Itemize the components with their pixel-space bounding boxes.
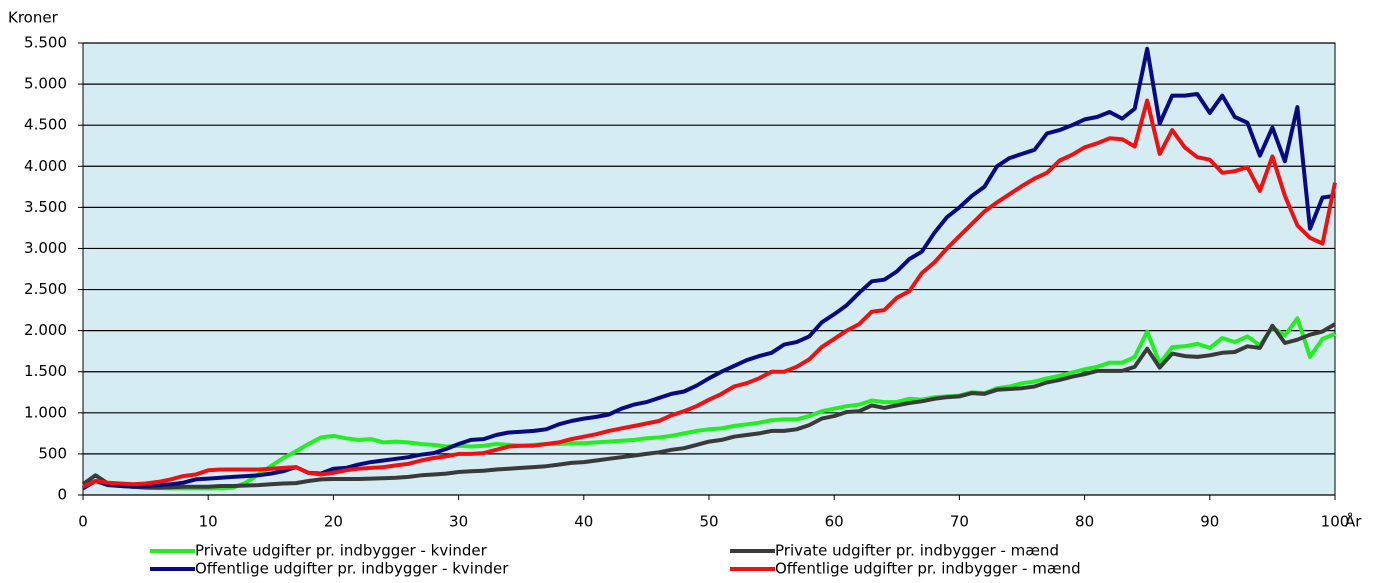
legend-label: Offentlige udgifter pr. indbygger - mænd xyxy=(775,560,1081,578)
y-tick-label: 1.500 xyxy=(24,362,67,380)
y-tick-label: 4.000 xyxy=(24,157,67,175)
x-tick-label: 50 xyxy=(699,513,718,531)
y-tick-label: 2.500 xyxy=(24,280,67,298)
x-tick-label: 70 xyxy=(950,513,969,531)
legend: Private udgifter pr. indbygger - kvinder… xyxy=(150,542,1081,578)
y-axis-label: Kroner xyxy=(8,9,59,27)
x-tick-label: 30 xyxy=(449,513,468,531)
y-tick-label: 3.500 xyxy=(24,198,67,216)
x-tick-label: 10 xyxy=(199,513,218,531)
y-tick-label: 5.500 xyxy=(24,34,67,52)
x-tick-label: 90 xyxy=(1200,513,1219,531)
y-tick-label: 0 xyxy=(57,486,67,504)
x-tick-label: 0 xyxy=(78,513,88,531)
y-tick-label: 5.000 xyxy=(24,75,67,93)
y-tick-label: 4.500 xyxy=(24,116,67,134)
legend-label: Private udgifter pr. indbygger - mænd xyxy=(775,542,1059,560)
x-tick-label: 60 xyxy=(825,513,844,531)
legend-label: Offentlige udgifter pr. indbygger - kvin… xyxy=(195,560,509,578)
y-tick-label: 3.000 xyxy=(24,239,67,257)
x-tick-label: 20 xyxy=(324,513,343,531)
legend-label: Private udgifter pr. indbygger - kvinder xyxy=(195,542,488,560)
series-line xyxy=(82,316,1336,491)
y-tick-label: 2.000 xyxy=(24,321,67,339)
x-axis-label: År xyxy=(1345,512,1362,531)
series-line xyxy=(81,322,1337,490)
series-line xyxy=(82,98,1337,489)
x-tick-label: 40 xyxy=(574,513,593,531)
y-tick-label: 1.000 xyxy=(24,403,67,421)
y-tick-label: 500 xyxy=(38,444,67,462)
plot-area xyxy=(82,42,1336,496)
x-tick-label: 100 xyxy=(1321,513,1350,531)
x-tick-label: 80 xyxy=(1075,513,1094,531)
